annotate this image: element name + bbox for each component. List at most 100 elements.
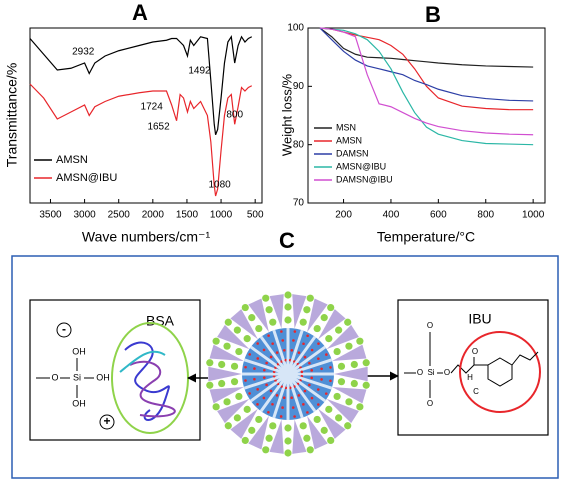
charge: - bbox=[62, 322, 66, 336]
panel-title: A bbox=[132, 0, 148, 25]
core-dot bbox=[248, 353, 252, 356]
core-channel bbox=[287, 358, 333, 376]
ibu-box bbox=[397, 299, 549, 436]
x-tick-label: 1000 bbox=[522, 210, 545, 221]
core-dot bbox=[310, 348, 314, 352]
peak-label: 2932 bbox=[72, 47, 95, 58]
atom: Si bbox=[427, 368, 434, 377]
core-dot bbox=[265, 383, 268, 387]
pore-wedge bbox=[318, 309, 346, 340]
drug-dot bbox=[345, 398, 353, 406]
series-line bbox=[319, 27, 534, 136]
drug-dot bbox=[265, 306, 273, 314]
peak-label: 1652 bbox=[147, 122, 170, 133]
drug-dot bbox=[345, 342, 353, 350]
core-dot bbox=[316, 388, 320, 391]
core-dot bbox=[290, 349, 294, 352]
drug-dot bbox=[218, 360, 226, 369]
x-tick-label: 200 bbox=[335, 210, 352, 221]
drug-dot bbox=[306, 446, 314, 454]
core-dot bbox=[292, 339, 295, 342]
atom: O bbox=[417, 368, 423, 377]
drug-dot bbox=[335, 326, 343, 334]
y-tick-label: 90 bbox=[293, 81, 305, 92]
y-tick-label: 70 bbox=[293, 198, 305, 209]
core-dot bbox=[248, 392, 251, 395]
protein-chain bbox=[119, 350, 166, 373]
x-tick-label: 400 bbox=[383, 210, 400, 221]
x-tick-label: 1500 bbox=[176, 210, 199, 221]
x-tick-label: 1000 bbox=[210, 210, 233, 221]
core-dot bbox=[302, 403, 305, 406]
core-dot bbox=[262, 348, 266, 352]
drug-dot bbox=[206, 359, 214, 367]
drug-dot bbox=[235, 347, 243, 356]
drug-dot bbox=[255, 324, 263, 333]
bond bbox=[450, 364, 475, 374]
bond bbox=[511, 351, 539, 366]
drug-dot bbox=[344, 422, 352, 430]
core-channel bbox=[287, 372, 327, 403]
series-line bbox=[319, 27, 534, 68]
drug-dot bbox=[303, 306, 311, 314]
core-channel bbox=[272, 373, 290, 419]
y-axis-label: Transmittance/% bbox=[4, 63, 20, 168]
core-dot bbox=[283, 348, 286, 352]
core-dot bbox=[302, 342, 305, 346]
x-tick-label: 3000 bbox=[73, 210, 96, 221]
drug-dot bbox=[337, 378, 346, 386]
legend-label: MSN bbox=[336, 122, 356, 132]
core-dot bbox=[275, 351, 279, 354]
core-channel bbox=[286, 373, 304, 419]
core-dot bbox=[317, 403, 320, 406]
drug-dot bbox=[325, 335, 333, 343]
core-dot bbox=[303, 389, 307, 393]
pore-wedge bbox=[209, 344, 244, 362]
drug-dot bbox=[262, 446, 270, 454]
core-dot bbox=[308, 361, 311, 365]
drug-dot bbox=[233, 414, 241, 422]
core-channel bbox=[286, 329, 304, 375]
drug-dot bbox=[224, 422, 232, 430]
core-channel bbox=[249, 345, 289, 376]
core-dot bbox=[329, 379, 332, 383]
core-dot bbox=[310, 369, 314, 372]
core-dot bbox=[306, 334, 309, 338]
y-axis-label: Weight loss/% bbox=[279, 74, 294, 157]
pore-wedge bbox=[230, 408, 258, 439]
pore-wedge bbox=[208, 366, 242, 382]
pore-wedge bbox=[326, 398, 359, 424]
legend-label: AMSN@IBU bbox=[56, 172, 117, 184]
pore-wedge bbox=[332, 344, 367, 362]
core-dot bbox=[275, 394, 279, 397]
core-dot bbox=[262, 376, 266, 379]
x-axis-label: Wave numbers/cm⁻¹ bbox=[82, 229, 211, 245]
core-dot bbox=[256, 388, 259, 391]
drug-dot bbox=[335, 414, 343, 422]
protein-chain bbox=[124, 341, 170, 421]
diagram-frame bbox=[11, 255, 559, 479]
core-dot bbox=[244, 379, 247, 382]
core-channel bbox=[243, 372, 289, 390]
charge: + bbox=[103, 414, 110, 428]
drug-dot bbox=[206, 381, 214, 389]
drug-dot bbox=[233, 326, 241, 334]
drug-dot bbox=[327, 303, 335, 312]
core-dot bbox=[308, 383, 311, 387]
drug-dot bbox=[350, 360, 358, 369]
atom: O bbox=[444, 368, 450, 377]
atom: OH bbox=[72, 398, 86, 408]
core-dot bbox=[329, 366, 332, 369]
y-tick-label: 100 bbox=[287, 23, 304, 34]
drug-dot bbox=[212, 403, 220, 411]
peak-label: 1492 bbox=[188, 66, 211, 77]
core-dot bbox=[293, 415, 296, 418]
drug-dot bbox=[325, 405, 333, 413]
series-line bbox=[29, 83, 253, 197]
drug-dot bbox=[356, 403, 364, 411]
drug-dot bbox=[269, 318, 277, 326]
drug-dot bbox=[303, 434, 311, 442]
core-channel bbox=[287, 372, 333, 390]
core-dot bbox=[306, 411, 309, 414]
